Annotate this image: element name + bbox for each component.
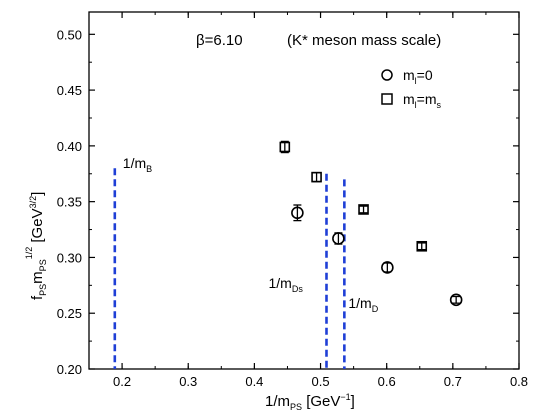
circle-marker [381,261,394,274]
square-data-point [416,240,428,252]
x-axis-label: 1/mPS [GeV−1] [265,392,355,412]
circle-marker [449,293,463,307]
square-marker [416,240,428,252]
scale-annotation: (K* meson mass scale) [287,32,441,49]
y-tick-label: 0.35 [57,195,82,210]
legend-label-mlms: ml=ms [403,91,442,110]
legend: ml=0 ml=ms [381,67,442,110]
x-tick-label: 0.7 [444,374,462,389]
y-tick-label: 0.40 [57,139,82,154]
x-tick-label: 0.6 [378,374,396,389]
plot-frame [88,11,520,370]
axis-ticks: 0.2 0.3 0.4 0.5 0.6 0.7 0.8 0.20 0.25 0.30 0.35 0.4… [57,12,528,389]
vline-label-ds: 1/mDs [268,275,303,294]
beta-annotation: β=6.10 [196,32,243,49]
circle-data-point [381,261,394,274]
vline-label-d: 1/mD [348,295,378,314]
square-marker [279,141,291,153]
x-tick-label: 0.3 [179,374,197,389]
square-marker [358,204,369,215]
circle-data-point [332,232,345,245]
square-data-point [311,171,322,183]
x-tick-label: 0.4 [245,374,263,389]
square-data-point [358,204,369,215]
x-tick-label: 0.2 [113,374,131,389]
y-tick-label: 0.30 [57,250,82,265]
circle-marker [332,232,345,245]
circle-data-point [449,293,463,307]
circle-data-point [291,204,304,222]
x-tick-label: 0.5 [311,374,329,389]
square-marker [311,171,322,183]
legend-label-ml0: ml=0 [403,67,433,86]
y-tick-label: 0.50 [57,27,82,42]
square-data-point [279,140,291,154]
y-tick-label: 0.20 [57,362,82,377]
y-tick-label: 0.45 [57,83,82,98]
legend-square-marker [381,93,393,105]
y-tick-label: 0.25 [57,306,82,321]
reference-lines: 1/mB 1/mDs 1/mD [113,155,379,369]
legend-circle-marker [381,69,393,81]
vline-label-b: 1/mB [123,155,152,174]
circle-marker [291,206,304,220]
x-tick-label: 0.8 [510,374,528,389]
data-points [279,140,463,307]
y-axis-label: fPSmPS1/2 [GeV3/2] [24,192,48,300]
